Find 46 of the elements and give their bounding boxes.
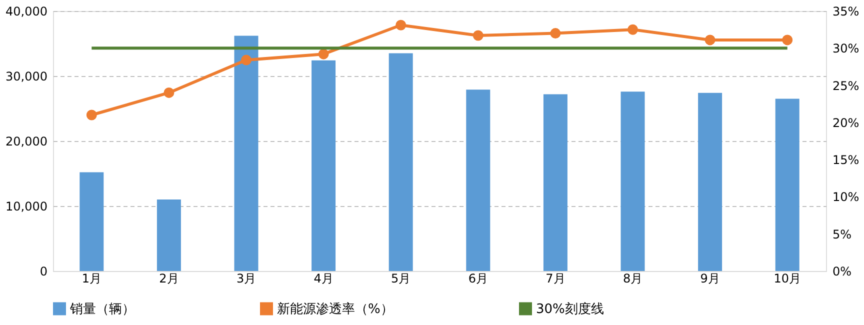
legend-label: 30%刻度线 — [536, 300, 604, 317]
point — [318, 48, 329, 60]
point — [86, 110, 97, 120]
point — [241, 54, 252, 66]
y-tick-label: 40,000 — [6, 4, 48, 18]
legend-label: 新能源渗透率（%） — [277, 300, 394, 317]
bar — [80, 172, 104, 271]
y2-tick-label: 35% — [832, 4, 860, 18]
point — [628, 24, 638, 35]
bar — [698, 92, 722, 271]
y2-tick-label: 10% — [832, 190, 860, 204]
x-tick-label: 8月 — [622, 272, 643, 286]
x-tick-label: 1月 — [82, 272, 102, 286]
point — [782, 34, 793, 46]
y2-tick-label: 5% — [832, 227, 852, 242]
y2-tick-label: 20% — [832, 116, 860, 130]
point — [550, 28, 561, 39]
x-tick-label: 4月 — [314, 272, 334, 286]
x-tick-label: 9月 — [700, 272, 720, 286]
bar — [312, 60, 336, 271]
y-tick-label: 0 — [40, 264, 48, 278]
y2-tick-label: 15% — [832, 153, 860, 168]
bar — [620, 92, 645, 271]
x-tick-label: 7月 — [546, 272, 566, 286]
y2-tick-label: 25% — [832, 78, 860, 93]
bar — [466, 90, 490, 271]
x-tick-label: 6月 — [468, 272, 488, 286]
x-tick-label: 5月 — [391, 272, 411, 286]
point — [472, 30, 484, 41]
bar — [775, 98, 800, 271]
y-tick-label: 10,000 — [6, 200, 48, 214]
y-tick-label: 30,000 — [6, 70, 48, 84]
y-tick-label: 20,000 — [6, 134, 48, 148]
bar — [388, 53, 413, 271]
legend-label: 销量（辆） — [69, 302, 135, 317]
bar — [234, 36, 258, 271]
x-tick-label: 2月 — [159, 272, 179, 286]
point — [704, 34, 716, 46]
y2-tick-label: 30% — [832, 42, 860, 56]
point — [396, 20, 406, 30]
x-tick-label: 10月 — [774, 272, 801, 286]
y2-tick-label: 0% — [832, 264, 852, 278]
bar — [543, 94, 568, 271]
point — [164, 87, 174, 98]
x-tick-label: 3月 — [236, 272, 256, 286]
bar — [156, 200, 181, 271]
